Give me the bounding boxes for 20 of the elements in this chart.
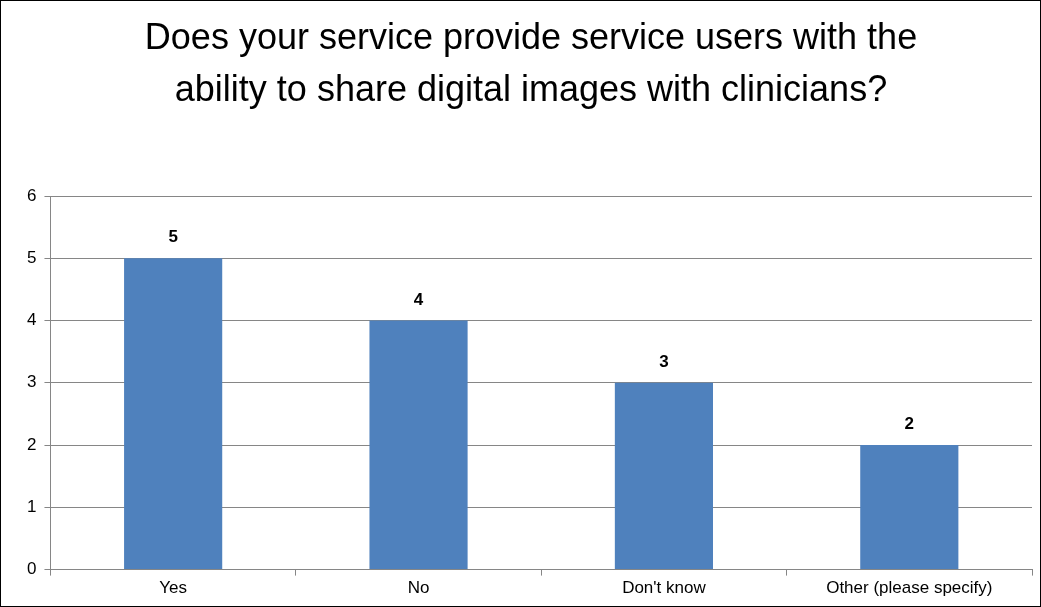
y-tick-label: 5 [26, 247, 37, 267]
data-label: 3 [659, 351, 669, 371]
data-label: 2 [904, 414, 915, 434]
x-tick-label: No [407, 578, 430, 598]
bar [860, 445, 959, 570]
y-tick-label: 2 [26, 434, 37, 454]
y-tick-label: 4 [26, 310, 37, 330]
y-tick-label: 6 [26, 185, 37, 205]
data-label: 4 [413, 289, 424, 309]
bar [369, 320, 468, 570]
x-tick-label: Other (please specify) [826, 578, 993, 598]
chart-title: Does your service provide service users with the ability to share digital images with clinicians? [143, 15, 919, 111]
x-tick-label: Don't know [622, 578, 707, 598]
bar [124, 258, 223, 570]
data-label: 5 [168, 227, 178, 247]
y-tick-label: 0 [26, 559, 37, 579]
x-tick-label: Yes [159, 578, 188, 598]
bar [614, 382, 713, 570]
y-tick-label: 1 [26, 497, 37, 517]
y-tick-label: 3 [26, 372, 37, 392]
